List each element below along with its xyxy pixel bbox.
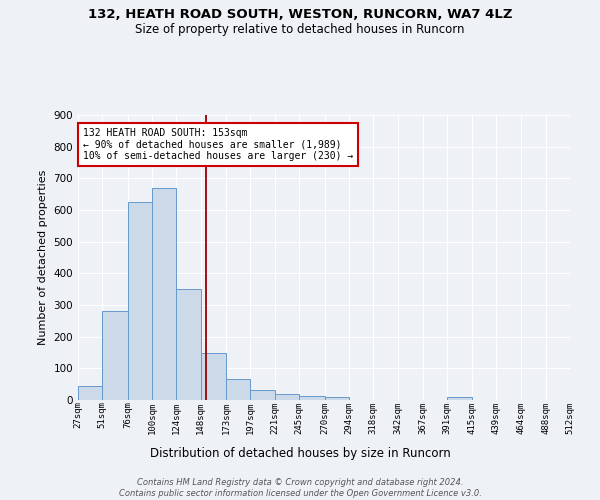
Bar bbox=[275, 394, 299, 400]
Text: 132 HEATH ROAD SOUTH: 153sqm
← 90% of detached houses are smaller (1,989)
10% of: 132 HEATH ROAD SOUTH: 153sqm ← 90% of de… bbox=[83, 128, 353, 161]
Text: Distribution of detached houses by size in Runcorn: Distribution of detached houses by size … bbox=[149, 448, 451, 460]
Bar bbox=[299, 396, 325, 400]
Text: Contains HM Land Registry data © Crown copyright and database right 2024.
Contai: Contains HM Land Registry data © Crown c… bbox=[119, 478, 481, 498]
Text: 132, HEATH ROAD SOUTH, WESTON, RUNCORN, WA7 4LZ: 132, HEATH ROAD SOUTH, WESTON, RUNCORN, … bbox=[88, 8, 512, 20]
Text: Size of property relative to detached houses in Runcorn: Size of property relative to detached ho… bbox=[135, 22, 465, 36]
Bar bbox=[447, 398, 472, 400]
Bar bbox=[128, 202, 152, 400]
Bar bbox=[152, 188, 176, 400]
Bar bbox=[201, 352, 226, 400]
Bar bbox=[226, 380, 250, 400]
Bar bbox=[250, 390, 275, 400]
Bar bbox=[176, 289, 201, 400]
Y-axis label: Number of detached properties: Number of detached properties bbox=[38, 170, 48, 345]
Bar bbox=[103, 312, 128, 400]
Bar bbox=[78, 386, 103, 400]
Bar bbox=[325, 398, 349, 400]
